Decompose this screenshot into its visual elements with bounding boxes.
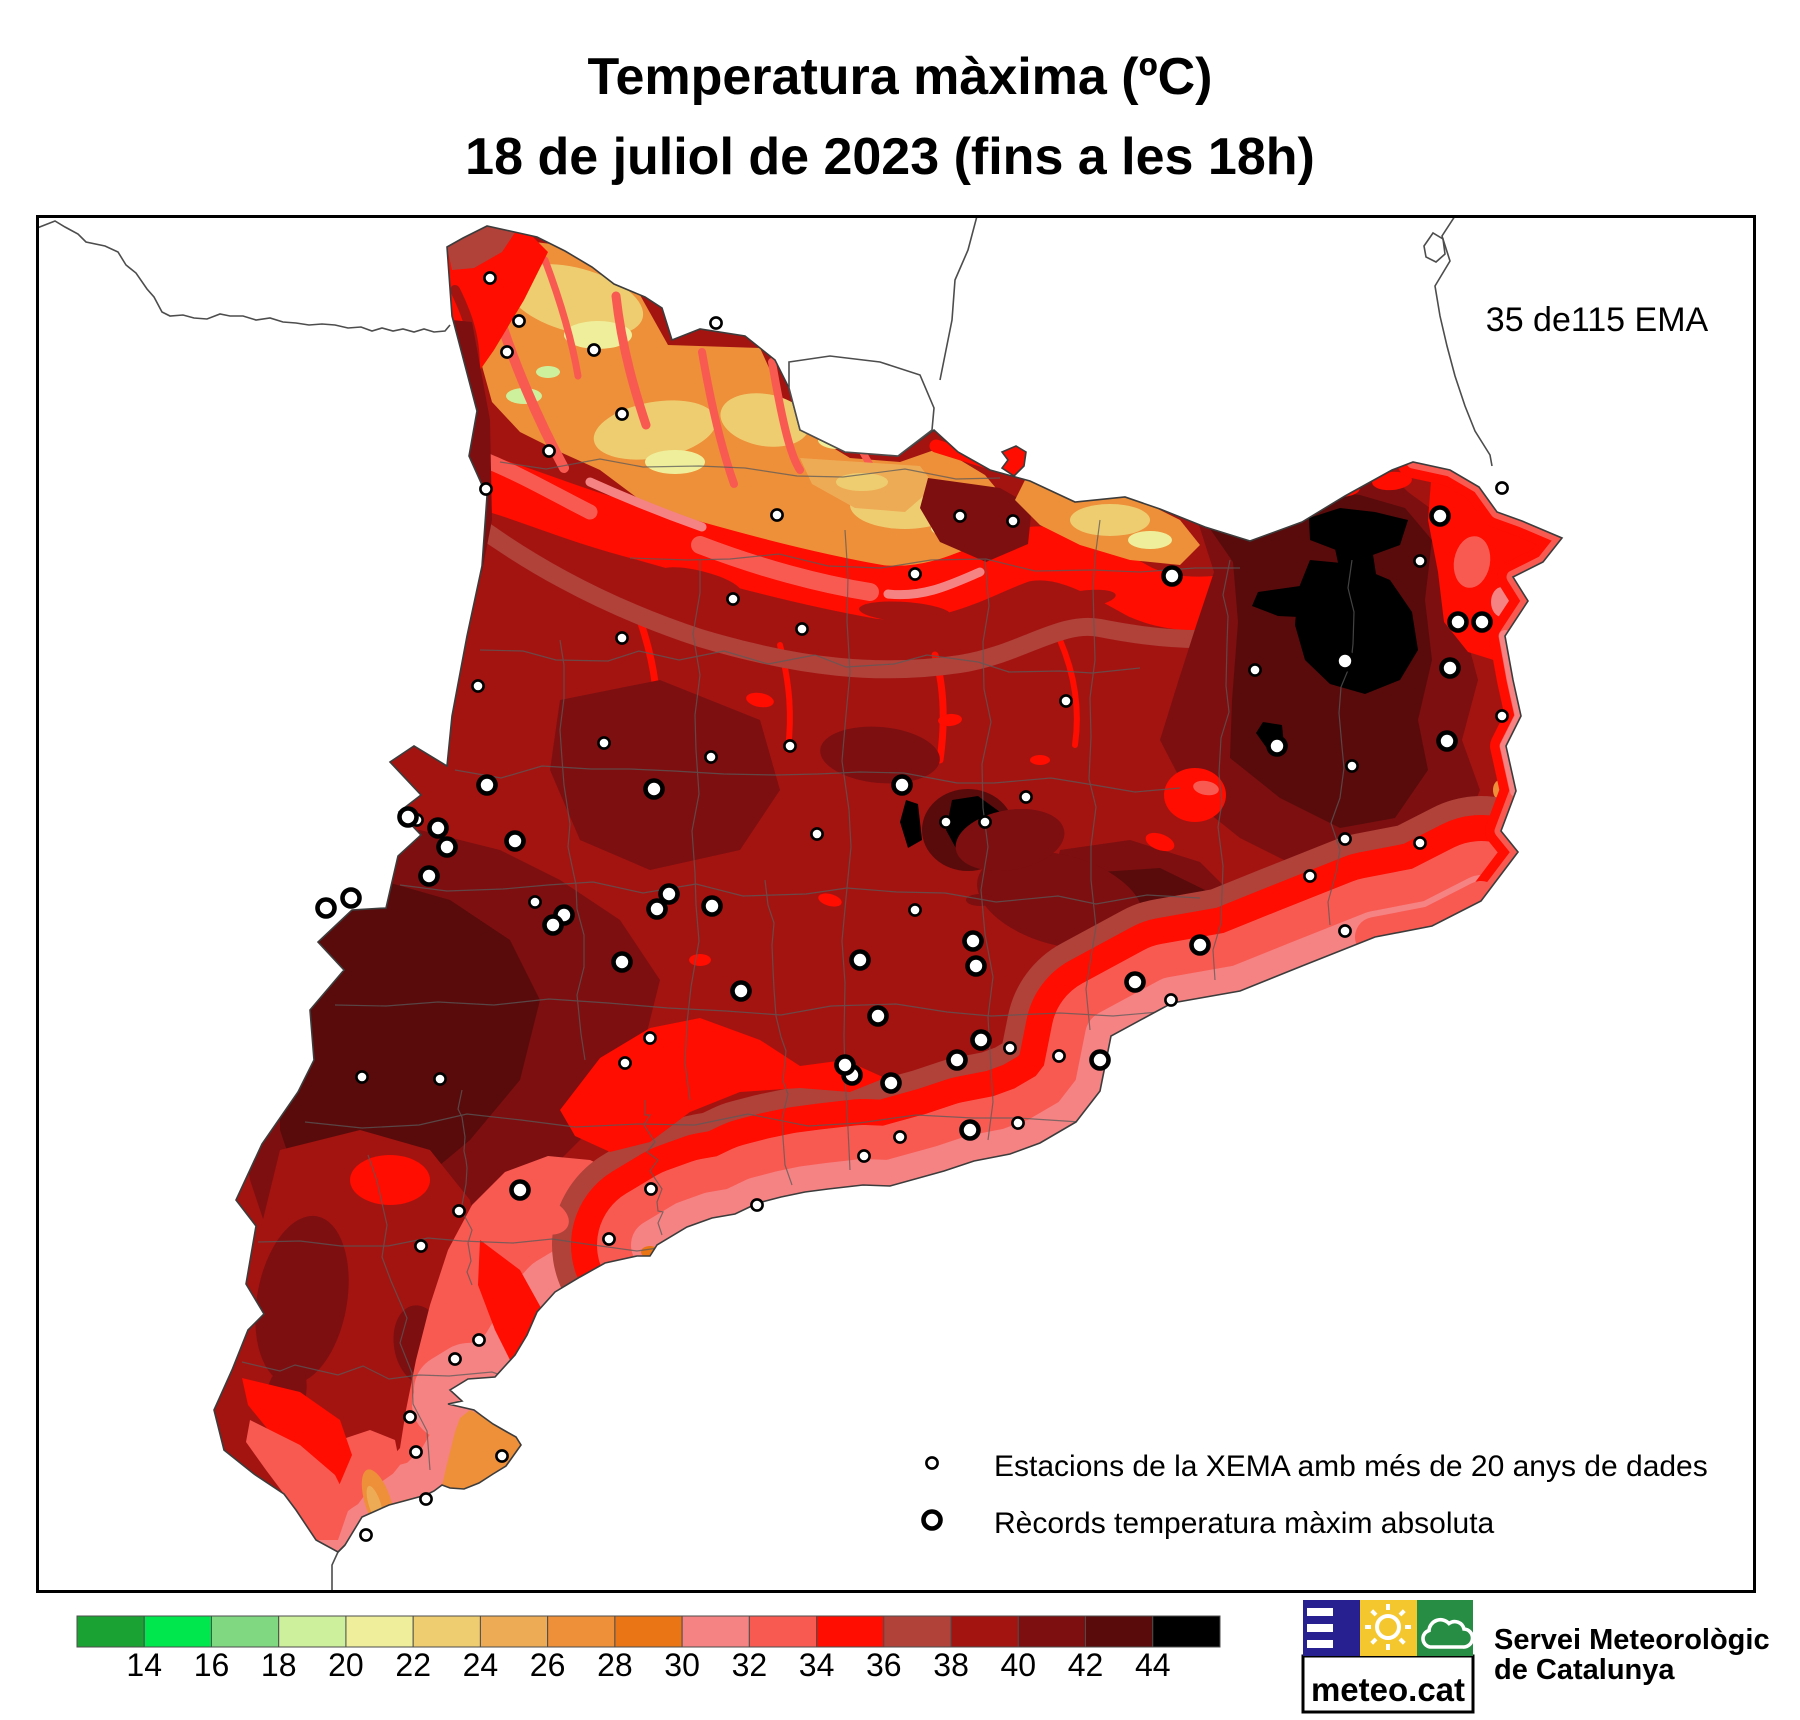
svg-text:16: 16: [194, 1647, 230, 1683]
svg-text:24: 24: [463, 1647, 499, 1683]
svg-text:38: 38: [933, 1647, 969, 1683]
svg-text:de Catalunya: de Catalunya: [1494, 1654, 1675, 1686]
svg-text:Temperatura màxima (ºC): Temperatura màxima (ºC): [588, 48, 1213, 106]
svg-text:26: 26: [530, 1647, 566, 1683]
svg-text:Rècords temperatura màxim abso: Rècords temperatura màxim absoluta: [994, 1507, 1495, 1540]
svg-text:Servei Meteorològic: Servei Meteorològic: [1494, 1624, 1770, 1656]
svg-text:Estacions de la XEMA amb més d: Estacions de la XEMA amb més de 20 anys …: [994, 1450, 1708, 1483]
svg-text:30: 30: [664, 1647, 700, 1683]
svg-text:18: 18: [261, 1647, 297, 1683]
svg-text:34: 34: [799, 1647, 835, 1683]
svg-text:32: 32: [732, 1647, 768, 1683]
svg-text:42: 42: [1068, 1647, 1104, 1683]
svg-text:36: 36: [866, 1647, 902, 1683]
svg-text:22: 22: [395, 1647, 431, 1683]
svg-text:18 de juliol de 2023 (fins a l: 18 de juliol de 2023 (fins a les 18h): [465, 128, 1315, 186]
svg-text:14: 14: [126, 1647, 162, 1683]
svg-text:20: 20: [328, 1647, 364, 1683]
svg-text:35 de115 EMA: 35 de115 EMA: [1486, 301, 1709, 339]
svg-text:28: 28: [597, 1647, 633, 1683]
svg-text:meteo.cat: meteo.cat: [1311, 1671, 1465, 1708]
svg-text:44: 44: [1135, 1647, 1171, 1683]
svg-text:40: 40: [1001, 1647, 1037, 1683]
